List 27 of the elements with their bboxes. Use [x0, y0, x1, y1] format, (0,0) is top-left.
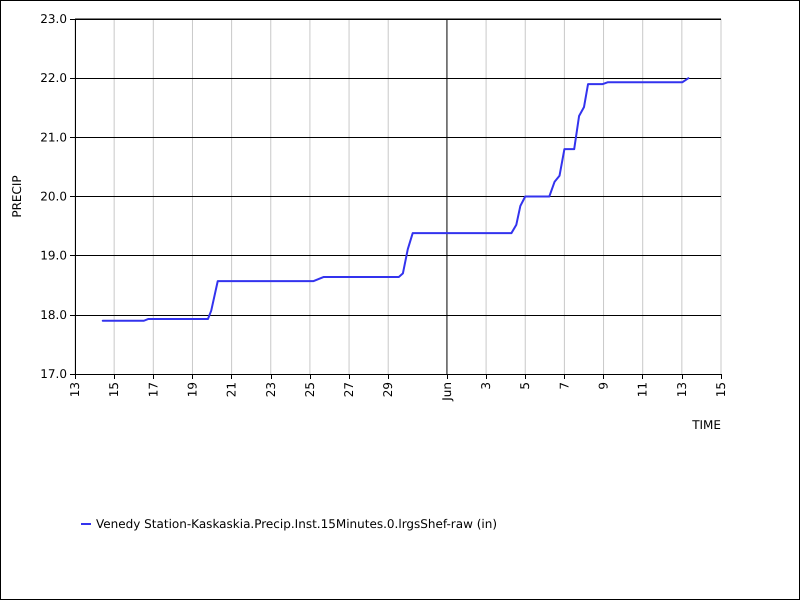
x-tick-label: 11	[636, 382, 650, 398]
x-tick-label: 17	[146, 382, 160, 398]
y-tick-label: 21.0	[40, 130, 67, 144]
x-axis-title: TIME	[691, 418, 721, 432]
x-tick-label: 5	[518, 382, 532, 390]
x-tick-label: 23	[264, 382, 278, 398]
x-tick-label: 19	[185, 382, 200, 398]
x-tick-label: 13	[68, 382, 82, 398]
x-tick-label: 25	[302, 382, 317, 398]
x-tick-label: 13	[674, 382, 689, 398]
y-tick-label: 23.0	[40, 12, 67, 26]
x-tick-label: 15	[714, 382, 728, 398]
x-tick-label: 21	[224, 382, 239, 398]
y-tick-label: 20.0	[40, 190, 67, 204]
x-tick-label: 9	[596, 382, 611, 390]
y-tick-label: 17.0	[40, 367, 67, 381]
x-tick-label: 27	[342, 382, 356, 398]
legend-label: Venedy Station-Kaskaskia.Precip.Inst.15Minutes.0.lrgsShef-raw (in)	[96, 517, 498, 531]
y-tick-label: 19.0	[40, 248, 67, 263]
x-tick-label: 29	[381, 382, 396, 398]
y-axis-title: PRECIP	[10, 175, 24, 218]
x-tick-label: 15	[107, 382, 122, 398]
y-tick-label: 18.0	[40, 308, 67, 322]
y-tick-label: 22.0	[40, 71, 67, 86]
x-tick-label: 3	[479, 382, 494, 390]
x-tick-label: Jun	[440, 382, 454, 402]
x-tick-label: 7	[557, 382, 572, 390]
